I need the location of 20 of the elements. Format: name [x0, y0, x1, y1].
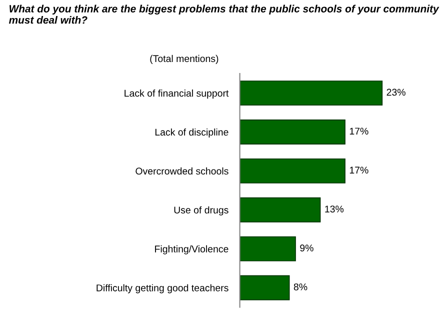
- y-tick-label: Fighting/Violence: [155, 245, 228, 254]
- data-label: 23%: [386, 88, 406, 96]
- bar: [240, 275, 290, 300]
- y-tick-label: Use of drugs: [174, 206, 228, 216]
- data-label: 8%: [294, 283, 308, 290]
- bar: [240, 236, 296, 262]
- bar: [240, 80, 383, 106]
- bar: [240, 158, 346, 184]
- y-tick-label: Difficulty getting good teachers: [96, 284, 228, 294]
- bar: [240, 197, 321, 222]
- y-tick-label: Overcrowded schools: [136, 167, 228, 175]
- y-tick-label: Lack of financial support: [124, 90, 229, 99]
- chart-title: What do you think are the biggest problems that the public schools of your community must deal with?: [8, 4, 440, 24]
- chart-subtitle: (Total mentions): [150, 54, 218, 64]
- bar: [240, 120, 346, 144]
- y-tick-label: Lack of discipline: [155, 128, 228, 138]
- data-label: 13%: [325, 206, 344, 212]
- data-label: 17%: [350, 166, 368, 174]
- data-label: 17%: [350, 128, 368, 135]
- data-label: 9%: [300, 244, 314, 252]
